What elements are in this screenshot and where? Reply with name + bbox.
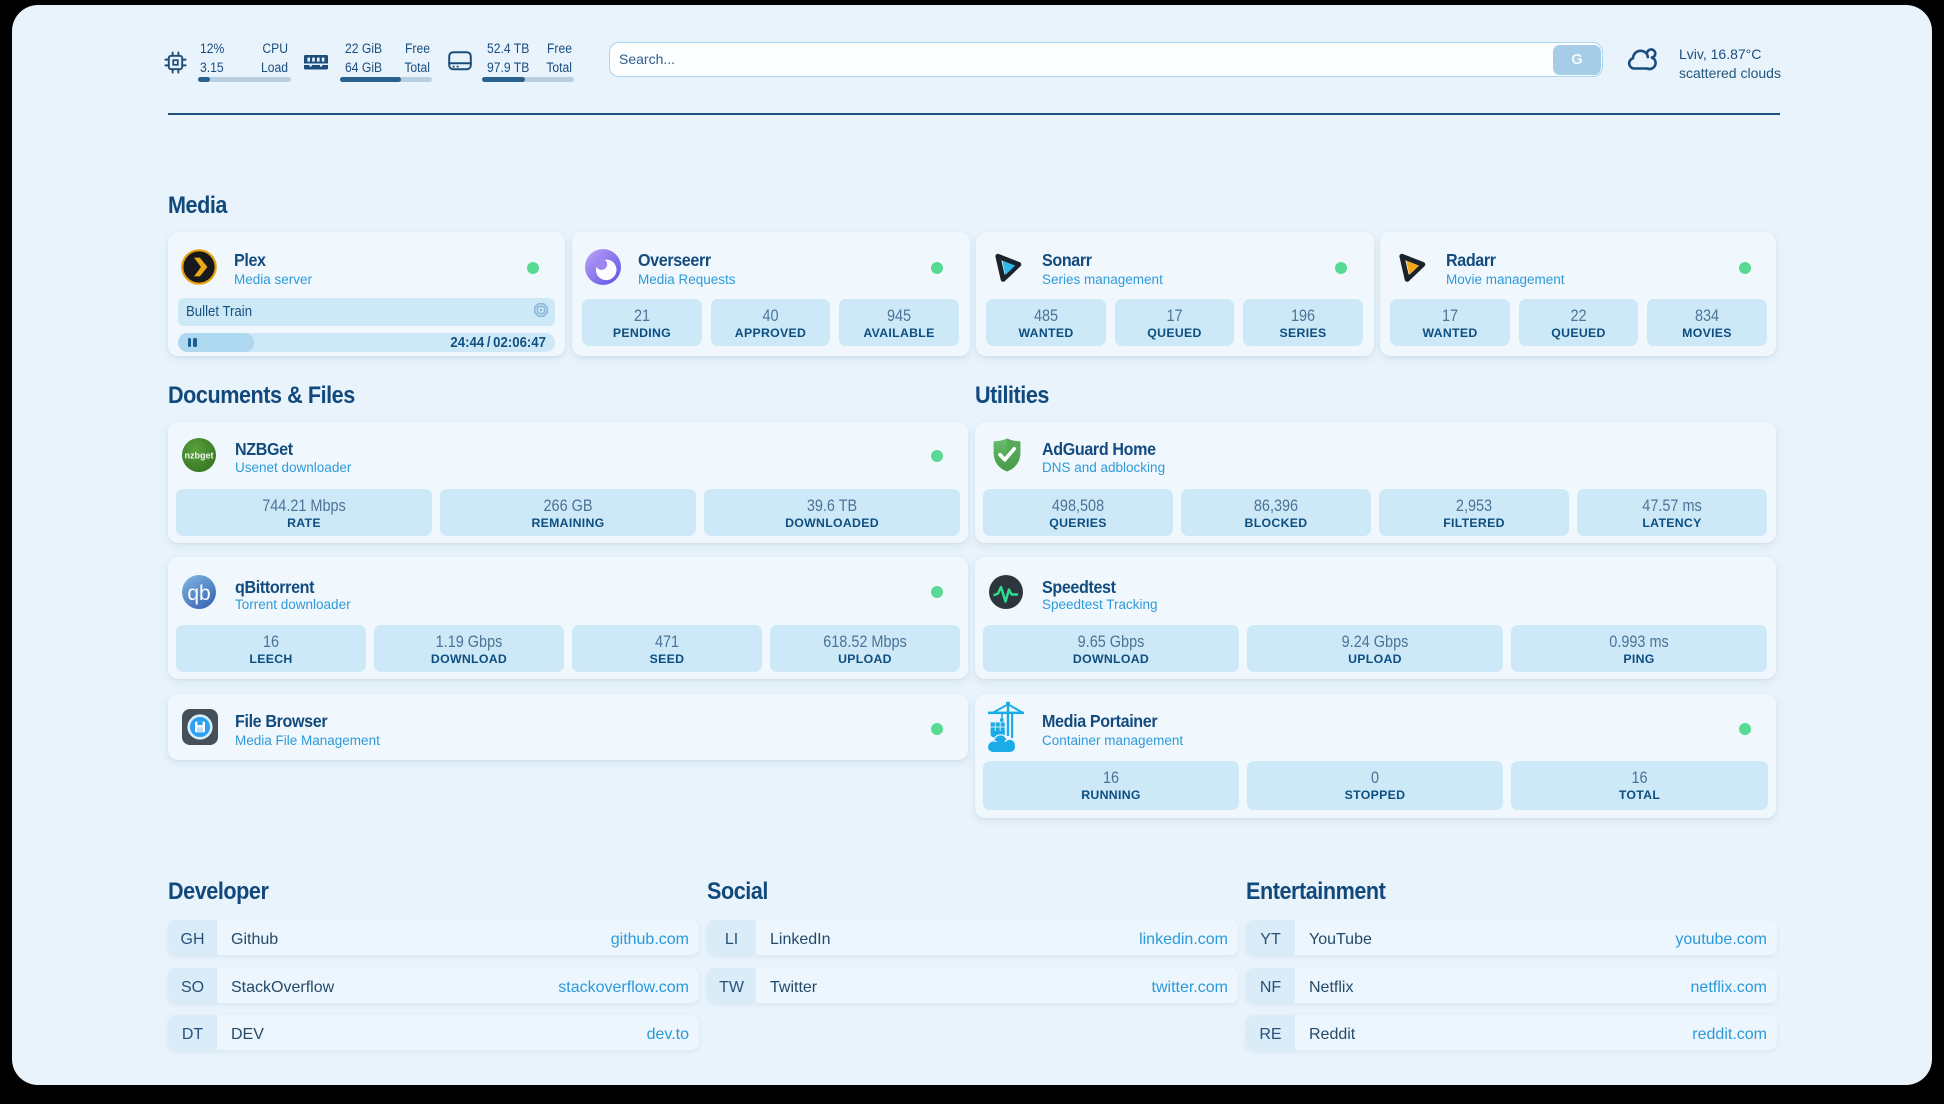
svg-text:qb: qb: [187, 582, 210, 605]
svg-text:nzbget: nzbget: [185, 451, 214, 461]
